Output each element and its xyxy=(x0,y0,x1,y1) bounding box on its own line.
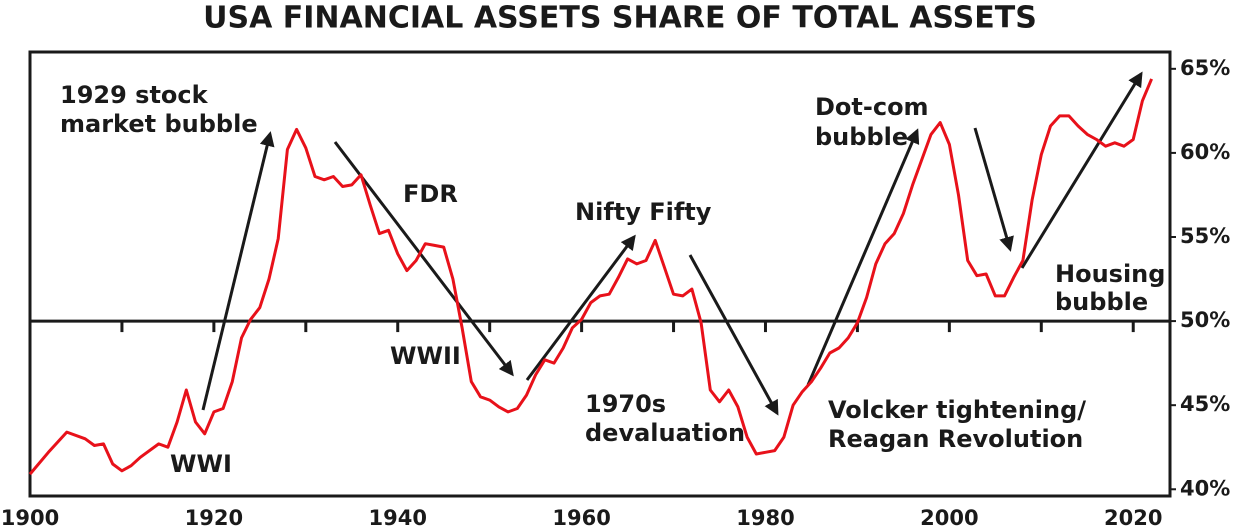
x-tick-label: 2000 xyxy=(920,506,978,530)
annotation: FDR xyxy=(403,180,458,208)
arrow xyxy=(333,141,514,377)
arrow xyxy=(806,128,920,386)
y-tick-label: 65% xyxy=(1180,56,1230,80)
annotation: devaluation xyxy=(585,419,745,447)
annotation: bubble xyxy=(815,123,908,151)
annotation: bubble xyxy=(1055,288,1148,316)
x-tick-label: 2020 xyxy=(1104,506,1162,530)
x-tick-label: 1900 xyxy=(1,506,59,530)
x-tick-label: 1940 xyxy=(369,506,427,530)
y-tick-label: 60% xyxy=(1180,140,1230,164)
arrow xyxy=(688,254,779,416)
annotation: market bubble xyxy=(60,110,258,138)
x-tick-label: 1960 xyxy=(552,506,610,530)
y-tick-label: 50% xyxy=(1180,308,1230,332)
annotation: Dot-com xyxy=(815,93,929,121)
arrow xyxy=(973,127,1014,252)
x-tick-label: 1920 xyxy=(185,506,243,530)
annotation: WWII xyxy=(390,342,461,370)
annotation: 1970s xyxy=(585,390,666,418)
x-tick-label: 1980 xyxy=(736,506,794,530)
annotation: WWI xyxy=(170,450,232,478)
arrow xyxy=(525,234,636,381)
arrow xyxy=(201,131,275,411)
annotation: Reagan Revolution xyxy=(828,425,1083,453)
annotation: Housing xyxy=(1055,260,1165,288)
y-tick-label: 45% xyxy=(1180,392,1230,416)
arrows xyxy=(201,71,1143,416)
y-tick-label: 55% xyxy=(1180,224,1230,248)
plot-frame xyxy=(28,50,1172,498)
annotation: Nifty Fifty xyxy=(575,198,712,226)
data-line xyxy=(28,78,1153,476)
annotation: 1929 stock xyxy=(60,81,209,109)
y-tick-label: 40% xyxy=(1180,476,1230,500)
annotation: Volcker tightening/ xyxy=(828,396,1086,424)
arrow xyxy=(1020,71,1143,269)
chart-title: USA FINANCIAL ASSETS SHARE OF TOTAL ASSE… xyxy=(203,1,1037,36)
